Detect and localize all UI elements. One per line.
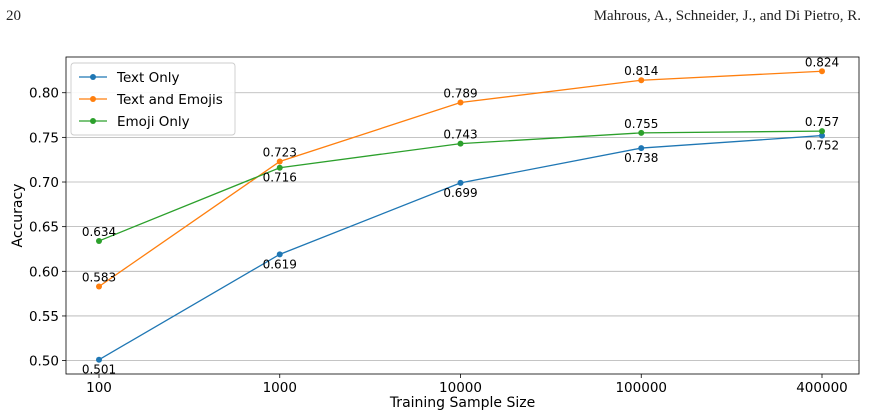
data-point: [819, 68, 825, 75]
plot-frame: [65, 56, 860, 375]
data-point: [96, 283, 102, 290]
data-label: 0.757: [805, 115, 839, 129]
legend-label: Text and Emojis: [116, 92, 223, 108]
data-label: 0.634: [82, 225, 116, 239]
legend-label: Text Only: [116, 70, 180, 86]
series-layer: [96, 68, 825, 363]
data-label: 0.583: [82, 270, 116, 284]
data-point: [457, 179, 464, 186]
page-number: 20: [6, 8, 21, 24]
data-label: 0.824: [805, 55, 839, 69]
y-tick-label: 0.65: [29, 220, 59, 236]
data-label: 0.752: [805, 139, 839, 153]
data-label: 0.619: [263, 257, 297, 271]
gridlines: [66, 92, 859, 362]
x-tick-label: 100000: [615, 380, 667, 396]
x-axis-label: Training Sample Size: [389, 395, 535, 411]
data-point: [457, 99, 464, 106]
data-point: [638, 129, 645, 136]
data-label: 0.738: [624, 151, 658, 165]
y-axis-label: Accuracy: [10, 184, 26, 248]
data-point: [96, 356, 102, 363]
data-point: [638, 77, 645, 84]
data-point: [819, 128, 825, 135]
data-point: [276, 158, 283, 165]
y-tick-label: 0.50: [29, 354, 59, 370]
y-axis: 0.50 0.55 0.60 0.65 0.70 0.75 0.80: [29, 86, 66, 370]
data-point: [276, 164, 283, 171]
series-line-0: [98, 134, 823, 361]
data-point: [819, 132, 825, 139]
data-point: [457, 140, 464, 147]
data-point: [638, 145, 645, 152]
data-label: 0.814: [624, 64, 658, 78]
data-label: 0.501: [82, 363, 116, 377]
x-tick-label: 1000: [263, 380, 297, 396]
x-tick-label: 10000: [439, 380, 482, 396]
legend-swatch-marker: [90, 96, 96, 102]
data-label: 0.699: [443, 186, 477, 200]
legend-label: Emoji Only: [117, 114, 190, 130]
legend-swatch-marker: [90, 118, 96, 124]
legend-swatch-marker: [90, 74, 96, 80]
data-labels: 0.501 0.619 0.699 0.738 0.752 0.583 0.723 0.789…: [82, 55, 839, 376]
y-tick-label: 0.55: [29, 309, 59, 325]
data-point: [96, 237, 102, 244]
running-head: Mahrous, A., Schneider, J., and Di Pietr…: [593, 8, 861, 24]
data-label: 0.789: [443, 87, 477, 101]
y-tick-label: 0.75: [29, 130, 59, 146]
x-axis: 100 1000 10000 100000 400000: [86, 374, 848, 396]
data-label: 0.716: [263, 171, 297, 185]
legend: Text Only Text and Emojis Emoji Only: [70, 62, 236, 136]
y-tick-label: 0.80: [29, 86, 59, 102]
data-point: [276, 251, 283, 258]
data-label: 0.723: [263, 145, 297, 159]
y-tick-label: 0.60: [29, 264, 59, 280]
data-label: 0.755: [624, 117, 658, 131]
data-label: 0.743: [443, 128, 477, 142]
y-tick-label: 0.70: [29, 175, 59, 191]
legend-box: [70, 62, 236, 136]
x-tick-label: 100: [86, 380, 112, 396]
x-tick-label: 400000: [796, 380, 848, 396]
